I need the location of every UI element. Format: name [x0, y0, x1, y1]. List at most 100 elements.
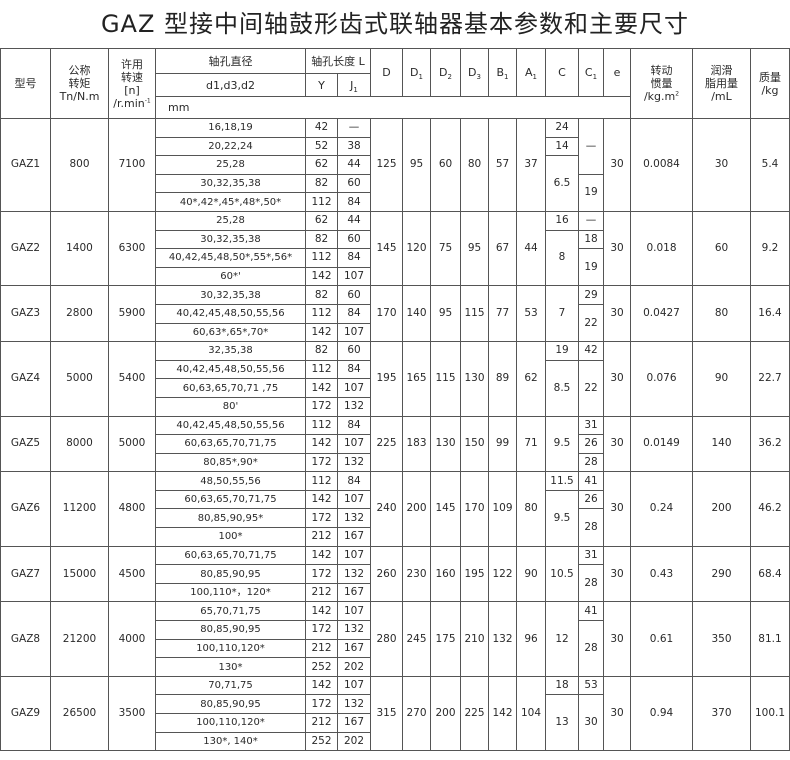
dim-c-cell: 7 [545, 285, 579, 343]
bore-diameter-cell: 100,110,120* [155, 713, 306, 733]
bore-length-j1-cell: 132 [337, 564, 371, 584]
dim-e-cell: 30 [603, 415, 631, 473]
dim-a1-cell: 104 [516, 675, 546, 752]
table-row: 60,63*,65*,70* 142 107 [1, 322, 790, 343]
bore-length-j1-cell: 84 [337, 192, 371, 212]
mass-cell: 46.2 [750, 471, 790, 547]
bore-length-j1-cell: 202 [337, 731, 371, 752]
dim-c1-cell: 53 [578, 675, 604, 696]
bore-length-j1-cell: 60 [337, 285, 371, 305]
bore-length-y-cell: 142 [305, 489, 338, 510]
bore-diameter-cell: 60,63,65,70,71,75 [155, 489, 306, 510]
bore-length-j1-cell: 107 [337, 545, 371, 566]
dim-d1-cell: 200 [402, 471, 431, 547]
dim-d3-cell: 80 [460, 118, 489, 212]
dim-c-cell: 11.5 [545, 471, 579, 491]
bore-length-j1-cell: 107 [337, 675, 371, 696]
inertia-cell: 0.0427 [630, 285, 693, 343]
bore-length-y-cell: 142 [305, 322, 338, 343]
dim-e-cell: 30 [603, 601, 631, 677]
table-row: 60,63,65,70,71 ,75 142 107 [1, 378, 790, 398]
bore-length-j1-cell: 44 [337, 210, 371, 231]
bore-length-y-cell: 172 [305, 694, 338, 714]
bore-length-j1-cell: 107 [337, 378, 371, 398]
dim-c1-cell: 41 [578, 601, 604, 622]
header-dim-d: D [370, 48, 403, 97]
grease-cell: 200 [692, 471, 751, 547]
header-dim-c1: C1 [578, 48, 604, 97]
model-cell: GAZ5 [0, 415, 51, 473]
model-cell: GAZ2 [0, 210, 51, 287]
header-dim-b1: B1 [488, 48, 517, 97]
bore-length-y-cell: 252 [305, 657, 338, 677]
bore-diameter-cell: 65,70,71,75 [155, 601, 306, 622]
dim-c1-cell: 42 [578, 341, 604, 361]
dim-a1-cell: 80 [516, 471, 546, 547]
bore-diameter-cell: 60,63*,65*,70* [155, 322, 306, 343]
dim-c1-cell: 28 [578, 452, 604, 473]
dim-d1-cell: 183 [402, 415, 431, 473]
page-title: GAZ 型接中间轴鼓形齿式联轴器基本参数和主要尺寸 [100, 10, 690, 38]
dim-d3-cell: 130 [460, 341, 489, 417]
speed-cell: 5900 [108, 285, 156, 343]
dim-c-cell: 12 [545, 601, 579, 677]
torque-cell: 15000 [50, 545, 109, 603]
dim-c1-cell: 28 [578, 564, 604, 603]
table-header: 型号 公称 转矩 Tn/N.m 许用 转速 [n] /r.min-1 轴孔直径 … [0, 48, 790, 119]
bore-length-j1-cell: 44 [337, 155, 371, 175]
bore-length-j1-cell: 132 [337, 396, 371, 417]
table-row: 100* 212 167 [1, 527, 790, 547]
dim-c-cell: 24 [545, 118, 579, 138]
inertia-cell: 0.0149 [630, 415, 693, 473]
bore-diameter-cell: 40*,42*,45*,48*,50* [155, 192, 306, 212]
header-bore-length: 轴孔长度 L [305, 48, 371, 74]
dim-c1-cell: 31 [578, 545, 604, 566]
bore-diameter-cell: 80,85,90,95* [155, 508, 306, 529]
dim-b1-cell: 109 [488, 471, 517, 547]
dim-d-cell: 240 [370, 471, 403, 547]
dim-d1-cell: 140 [402, 285, 431, 343]
bore-diameter-cell: 25,28 [155, 155, 306, 175]
bore-length-y-cell: 172 [305, 508, 338, 529]
header-mass: 质量 /kg [750, 48, 790, 119]
torque-cell: 800 [50, 118, 109, 212]
table-row: GAZ8 21200 4000 65,70,71,75 142 107 280 245 175 2… [0, 601, 790, 677]
table-row: GAZ9 26500 3500 70,71,75 142 107 315 270 200 225 1… [0, 675, 790, 752]
dim-e-cell: 30 [603, 545, 631, 603]
table-row: GAZ1 800 7100 16,18,19 42—125 95 60 80 57 37 24—30… [0, 118, 790, 212]
bore-length-y-cell: 82 [305, 285, 338, 305]
table-row: 80,85,90,95 172 132 28 [1, 620, 790, 677]
bore-length-y-cell: 142 [305, 675, 338, 696]
inertia-cell: 0.94 [630, 675, 693, 752]
dim-c1-cell: 26 [578, 434, 604, 454]
bore-length-j1-cell: 84 [337, 303, 371, 324]
bore-length-y-cell: 42 [305, 118, 338, 138]
bore-length-y-cell: 142 [305, 266, 338, 287]
dim-c-cell: 8 [545, 229, 579, 287]
dim-d3-cell: 170 [460, 471, 489, 547]
dim-c-cell: 9.5 [545, 489, 579, 547]
grease-cell: 80 [692, 285, 751, 343]
bore-length-y-cell: 172 [305, 396, 338, 417]
bore-length-j1-cell: 167 [337, 527, 371, 547]
model-cell: GAZ3 [0, 285, 51, 343]
bore-diameter-cell: 40,42,45,48,50*,55*,56* [155, 248, 306, 268]
bore-length-y-cell: 142 [305, 545, 338, 566]
table-row: GAZ3 2800 5900 30,32,35,38 82 60 170 140 95 115 77… [0, 285, 790, 343]
mass-cell: 100.1 [750, 675, 790, 752]
table-row: GAZ5 8000 5000 40,42,45,48,50,55,56 112 84 225… [0, 415, 790, 473]
dim-d-cell: 125 [370, 118, 403, 212]
bore-diameter-cell: 40,42,45,48,50,55,56 [155, 303, 306, 324]
table-row: GAZ2 1400 6300 25,28 62 44 145 120 75 95 67 44 16—30… [0, 210, 790, 287]
bore-diameter-cell: 80' [155, 396, 306, 417]
torque-cell: 26500 [50, 675, 109, 752]
bore-length-j1-cell: 107 [337, 489, 371, 510]
dim-e-cell: 30 [603, 118, 631, 212]
dim-a1-cell: 53 [516, 285, 546, 343]
bore-length-y-cell: 142 [305, 434, 338, 454]
dim-c1-cell: 26 [578, 489, 604, 510]
dim-d2-cell: 115 [430, 341, 461, 417]
dim-c1-cell: 22 [578, 303, 604, 343]
dim-a1-cell: 44 [516, 210, 546, 287]
table-row: 130*, 140* 252 202 [1, 731, 790, 752]
